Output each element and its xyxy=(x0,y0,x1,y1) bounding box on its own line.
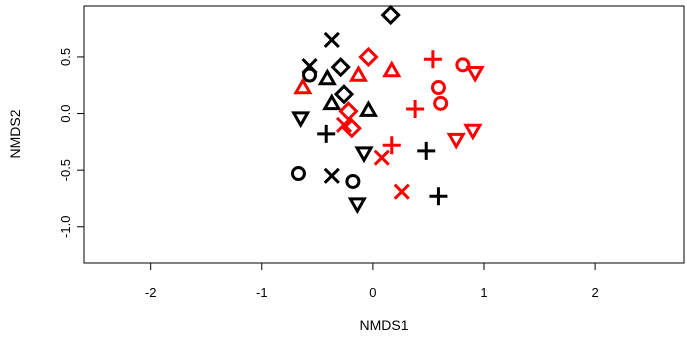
data-point-circle xyxy=(455,57,471,73)
y-tick-label: 0.0 xyxy=(58,105,73,123)
data-point-triangle-down xyxy=(446,132,466,150)
x-tick-label: 1 xyxy=(480,285,487,300)
x-axis: -2 -1 0 1 2 xyxy=(145,262,599,300)
data-point-circle xyxy=(302,67,318,83)
data-point-circle xyxy=(433,95,449,111)
data-point-cross xyxy=(393,183,410,200)
data-point-cross xyxy=(373,149,390,166)
data-point-cross xyxy=(335,116,353,133)
data-points xyxy=(290,4,485,215)
data-point-plus xyxy=(317,124,336,143)
data-point-triangle-down xyxy=(354,146,374,164)
data-point-circle xyxy=(430,80,446,96)
data-point-diamond xyxy=(358,46,379,68)
data-point-triangle-up xyxy=(317,68,337,86)
y-tick-label: -1.0 xyxy=(58,216,73,238)
data-point-triangle-up xyxy=(382,60,402,78)
data-point-triangle-up xyxy=(293,77,313,95)
data-point-diamond xyxy=(338,101,359,122)
data-point-triangle-down xyxy=(465,66,485,83)
x-axis-label: NMDS1 xyxy=(359,317,408,333)
plot-frame xyxy=(83,5,685,264)
y-axis-label: NMDS2 xyxy=(7,109,23,158)
data-point-triangle-up xyxy=(348,65,369,82)
y-tick-label: 0.5 xyxy=(58,48,73,66)
x-tick-label: -1 xyxy=(256,285,268,300)
data-point-plus xyxy=(382,136,401,155)
x-tick-label: -2 xyxy=(145,285,157,300)
data-point-triangle-down xyxy=(291,111,311,129)
data-point-circle xyxy=(290,166,306,182)
x-tick-label: 2 xyxy=(591,285,598,300)
data-point-cross xyxy=(323,31,340,49)
data-point-triangle-down xyxy=(347,197,367,215)
x-tick-label: 0 xyxy=(369,285,376,300)
data-point-triangle-up xyxy=(358,100,379,117)
data-point-diamond xyxy=(341,118,362,139)
data-point-triangle-down xyxy=(463,123,483,141)
y-axis: -1.0 -0.5 0.0 0.5 xyxy=(58,48,85,238)
data-point-diamond xyxy=(333,84,355,105)
data-point-plus xyxy=(406,100,425,119)
data-point-triangle-up xyxy=(322,93,342,111)
data-point-plus xyxy=(423,50,442,69)
data-point-diamond xyxy=(380,4,401,26)
data-point-diamond xyxy=(330,57,351,78)
data-point-plus xyxy=(429,187,448,206)
data-point-cross xyxy=(323,167,340,184)
y-tick-label: -0.5 xyxy=(58,159,73,181)
data-point-plus xyxy=(417,141,436,160)
data-point-circle xyxy=(345,173,361,189)
